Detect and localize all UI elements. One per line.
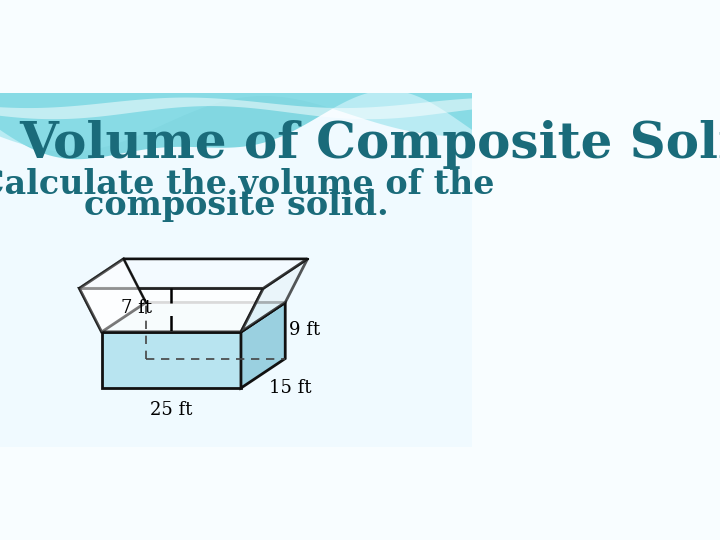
Polygon shape bbox=[0, 90, 472, 159]
Polygon shape bbox=[0, 93, 472, 152]
Polygon shape bbox=[0, 98, 472, 119]
Text: Calculate the volume of the: Calculate the volume of the bbox=[0, 168, 495, 201]
Text: 15 ft: 15 ft bbox=[269, 379, 311, 396]
Text: 7 ft: 7 ft bbox=[121, 299, 152, 317]
Polygon shape bbox=[79, 259, 307, 288]
Polygon shape bbox=[79, 259, 146, 332]
Polygon shape bbox=[241, 259, 307, 332]
Text: 9 ft: 9 ft bbox=[289, 321, 320, 340]
Polygon shape bbox=[102, 302, 285, 332]
Text: Volume of Composite Solids: Volume of Composite Solids bbox=[19, 119, 720, 168]
Text: 25 ft: 25 ft bbox=[150, 401, 192, 419]
Polygon shape bbox=[102, 332, 241, 388]
Text: composite solid.: composite solid. bbox=[84, 189, 388, 222]
Polygon shape bbox=[241, 302, 285, 388]
Polygon shape bbox=[79, 288, 264, 332]
